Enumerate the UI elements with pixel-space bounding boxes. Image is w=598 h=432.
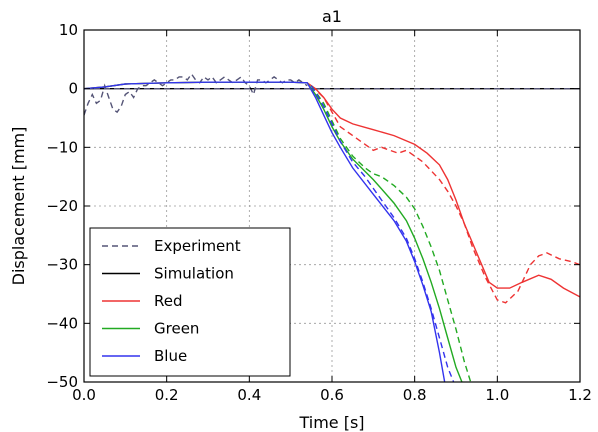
y-tick-label: 0 [68,80,78,98]
series-line-experiment-red [310,85,580,304]
chart-title: a1 [322,7,342,26]
y-tick-label: −20 [46,197,78,215]
y-tick-label: −30 [46,256,78,274]
experiment-noise-line [84,72,308,116]
legend-label: Simulation [154,265,234,283]
legend: Experiment Simulation Red Green Blue [89,227,291,377]
axis-ticks: 0.0 0.2 0.4 0.6 0.8 1.0 1.2 10 0 −10 −20 −30 −40 −50 [46,21,592,404]
y-tick-label: 10 [59,21,78,39]
y-tick-label: −40 [46,314,78,332]
legend-box [89,227,291,377]
x-tick-label: 0.0 [72,386,96,404]
x-tick-label: 1.0 [485,386,509,404]
x-tick-label: 0.8 [403,386,427,404]
x-tick-label: 0.2 [155,386,179,404]
x-axis-label: Time [s] [298,413,364,432]
legend-label: Red [154,292,183,310]
series-line-experiment-blue [310,85,455,382]
y-axis-label: Displacement [mm] [9,127,28,286]
x-tick-label: 1.2 [568,386,592,404]
y-tick-label: −10 [46,138,78,156]
series-line-experiment-green [310,85,472,382]
x-tick-label: 0.4 [237,386,261,404]
y-tick-label: −50 [46,373,78,391]
legend-label: Experiment [154,237,241,255]
series-line-blue [84,81,446,382]
x-tick-label: 0.6 [320,386,344,404]
legend-label: Blue [154,347,187,365]
legend-label: Green [154,320,199,338]
series-lines [84,72,580,382]
